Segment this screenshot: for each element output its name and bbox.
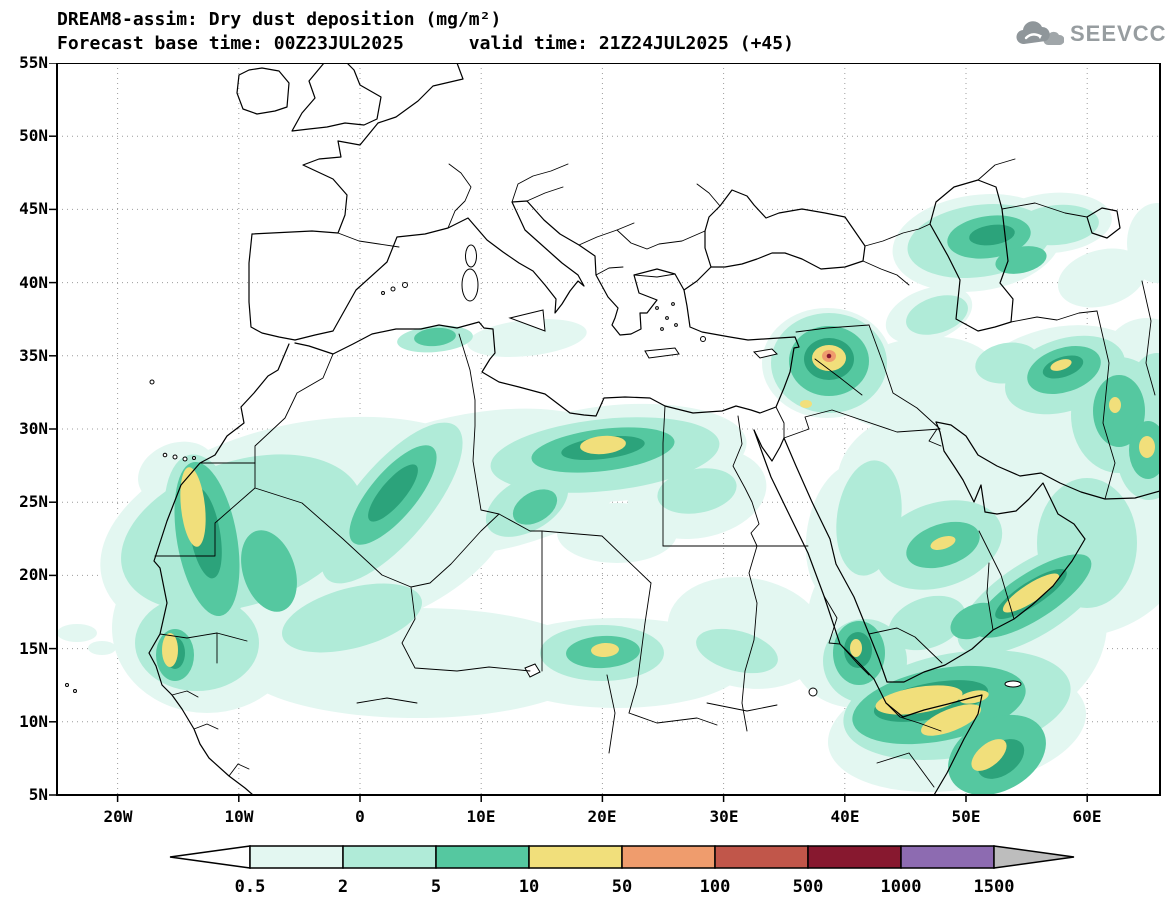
seevccc-logo: SEEVCCC (1012, 18, 1165, 50)
lon-tick-label: 40E (830, 807, 860, 826)
legend-label: 100 (700, 877, 731, 897)
legend-label: 0.5 (235, 877, 266, 897)
dust-deposition-layer (57, 192, 1160, 795)
lat-tick-label: 30N (19, 419, 48, 438)
lat-tick-label: 15N (19, 639, 48, 658)
legend-label: 5 (431, 877, 441, 897)
lat-tick-label: 5N (28, 785, 48, 804)
legend-label: 10 (519, 877, 539, 897)
lat-tick-label: 10N (19, 712, 48, 731)
dust-level-maxima (822, 350, 836, 362)
legend-label: 2 (338, 877, 348, 897)
logo-text: SEEVCCC (1070, 21, 1165, 46)
lon-tick-label: 50E (951, 807, 981, 826)
lon-tick-label: 20E (587, 807, 617, 826)
map-frame (49, 63, 1161, 802)
map-canvas (49, 63, 1161, 802)
lon-tick-label: 10W (224, 807, 254, 826)
lat-tick-label: 50N (19, 126, 48, 145)
lon-tick-label: 20W (103, 807, 133, 826)
legend-label: 500 (793, 877, 824, 897)
legend-label: 1500 (974, 877, 1015, 897)
legend-label: 1000 (881, 877, 922, 897)
lat-tick-label: 40N (19, 273, 48, 292)
lon-tick-label: 10E (466, 807, 496, 826)
lat-tick-label: 35N (19, 346, 48, 365)
legend-label: 50 (612, 877, 632, 897)
map-subtitle: Forecast base time: 00Z23JUL2025 valid t… (57, 33, 794, 54)
color-scale-legend: 0.5 2 5 10 50 100 500 1000 1500 (169, 845, 1075, 897)
lon-tick-label: 0 (355, 807, 365, 826)
lat-tick-label: 55N (19, 53, 48, 72)
legend-bar (169, 845, 1075, 869)
lon-tick-label: 30E (709, 807, 739, 826)
map-title: DREAM8-assim: Dry dust deposition (mg/m²… (57, 9, 502, 30)
lat-tick-label: 45N (19, 199, 48, 218)
cloud-icon (1016, 21, 1064, 45)
lon-tick-label: 60E (1072, 807, 1102, 826)
lat-tick-label: 20N (19, 565, 48, 584)
legend-labels: 0.5 2 5 10 50 100 500 1000 1500 (235, 877, 1015, 897)
dust-level-10-50 (162, 345, 1155, 771)
borders (154, 158, 1156, 788)
islands (65, 244, 1022, 697)
lat-tick-label: 25N (19, 492, 48, 511)
title-block: DREAM8-assim: Dry dust deposition (mg/m²… (57, 8, 794, 56)
